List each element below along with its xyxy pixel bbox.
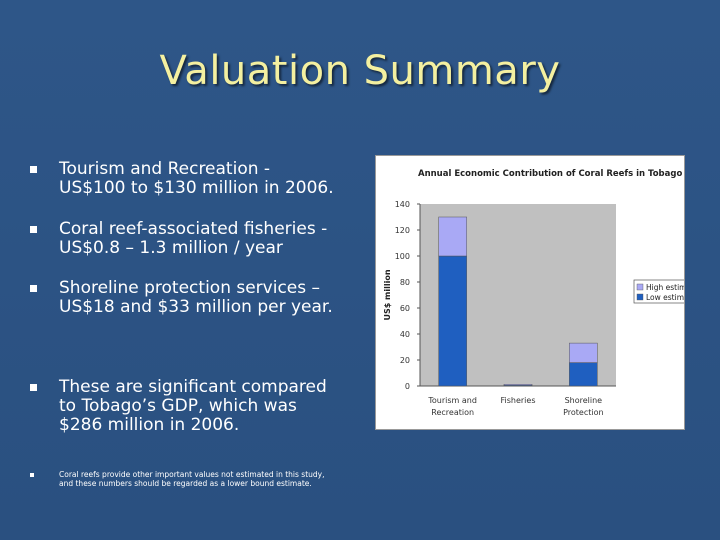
plot-area: 0 20 40 60 80 100 120 140 US$ million Tourism and…: [383, 200, 616, 417]
y-tick-label: 100: [395, 252, 410, 261]
bullet-gdp: These are significant compared to Tobago…: [30, 378, 370, 438]
bullet-tourism: Tourism and Recreation - US$100 to $130 …: [30, 160, 370, 200]
bullet-line: US$0.8 – 1.3 million / year: [59, 238, 283, 258]
y-tick-label: 60: [400, 304, 410, 313]
legend-swatch: [636, 283, 644, 291]
y-tick-label: 120: [395, 226, 410, 235]
x-tick-label: Recreation: [431, 408, 474, 417]
bullet-line: $286 million in 2006.: [59, 415, 240, 435]
y-tick-label: 140: [395, 200, 410, 209]
bullet-shoreline: Shoreline protection services – US$18 an…: [30, 279, 370, 319]
bullet-text: Coral reefs provide other important valu…: [59, 470, 379, 488]
bar-low-estimate: [569, 362, 598, 387]
y-tick-label: 80: [400, 278, 410, 287]
bar-low-estimate: [438, 255, 467, 387]
bar-chart: Annual Economic Contribution of Coral Re…: [383, 169, 684, 417]
bullet-text: These are significant compared to Tobago…: [59, 378, 359, 435]
bar-high-estimate: [438, 216, 467, 257]
bullet-line: These are significant compared: [59, 377, 327, 397]
bullet-line: Shoreline protection services –: [59, 278, 321, 298]
x-tick-label: Shoreline: [565, 396, 603, 405]
legend-label: High estimate: [646, 283, 684, 292]
bullet-line: Coral reefs provide other important valu…: [59, 470, 325, 479]
bullet-line: US$18 and $33 million per year.: [59, 297, 333, 317]
y-tick-label: 40: [400, 330, 410, 339]
bullet-marker: [30, 166, 37, 173]
bullet-marker: [30, 285, 37, 292]
legend-label: Low estimate: [646, 293, 684, 302]
bullet-line: to Tobago’s GDP, which was: [59, 396, 297, 416]
bullet-marker: [30, 226, 37, 233]
bullet-line: and these numbers should be regarded as …: [59, 479, 312, 488]
legend-swatch: [636, 293, 644, 301]
bullet-text: Shoreline protection services – US$18 an…: [59, 279, 359, 317]
legend-box: [633, 279, 684, 304]
bullet-line: Tourism and Recreation -: [59, 159, 271, 179]
bullet-fisheries: Coral reef-associated fisheries - US$0.8…: [30, 220, 370, 260]
x-tick-label: Protection: [563, 408, 603, 417]
y-tick-label: 20: [400, 356, 410, 365]
bullet-marker: [30, 384, 37, 391]
bullet-text: Tourism and Recreation - US$100 to $130 …: [59, 160, 359, 198]
chart-legend: High estimateLow estimate: [633, 279, 684, 304]
y-axis-label: US$ million: [383, 269, 392, 320]
bullet-text: Coral reef-associated fisheries - US$0.8…: [59, 220, 359, 258]
x-tick-label: Fisheries: [500, 396, 535, 405]
x-tick-label: Tourism and: [427, 396, 477, 405]
bullet-footnote: Coral reefs provide other important valu…: [30, 470, 370, 494]
bar-high-estimate: [569, 342, 598, 363]
chart-title: Annual Economic Contribution of Coral Re…: [418, 169, 682, 179]
y-tick-label: 0: [405, 382, 410, 391]
bullet-line: US$100 to $130 million in 2006.: [59, 178, 334, 198]
slide-title: Valuation Summary: [159, 48, 561, 94]
bullet-marker: [30, 473, 34, 477]
bar-high-estimate: [503, 384, 533, 386]
chart-panel: Annual Economic Contribution of Coral Re…: [375, 155, 685, 430]
bullet-line: Coral reef-associated fisheries -: [59, 219, 328, 239]
